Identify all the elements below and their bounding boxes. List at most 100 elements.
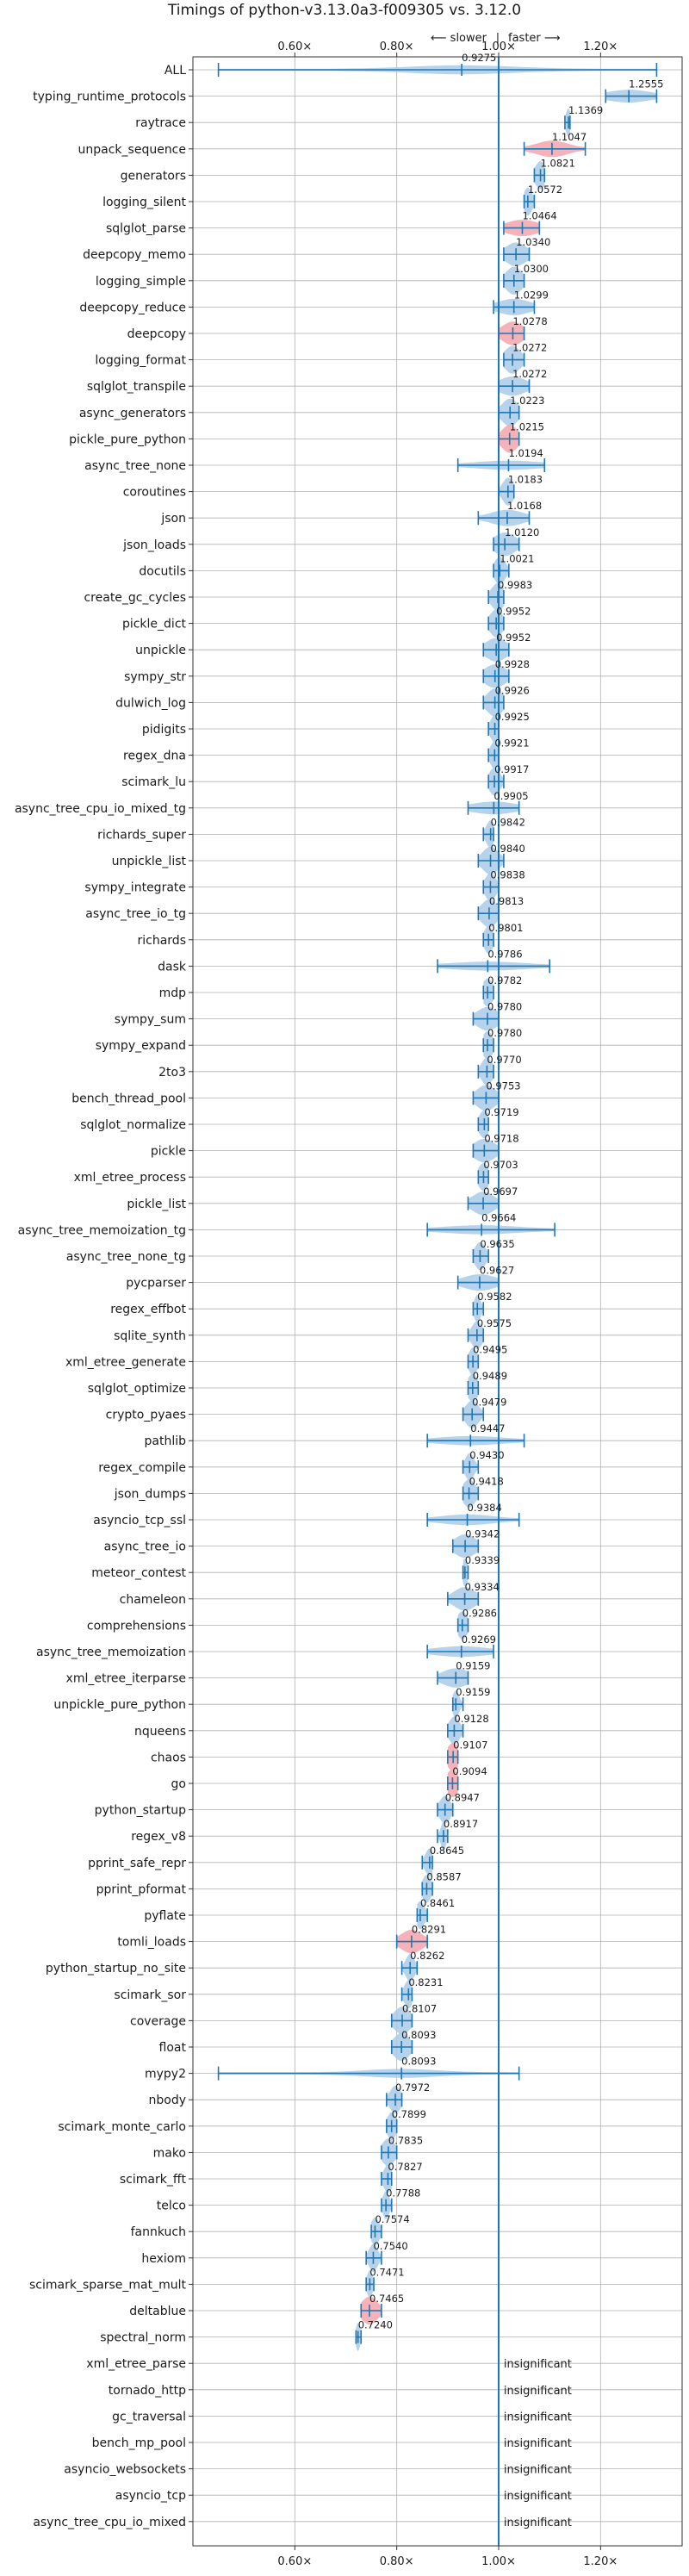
insignificant-label: insignificant: [504, 2385, 572, 2398]
value-label: 0.9917: [494, 763, 529, 775]
direction-faster-label: faster ⟶: [508, 32, 561, 45]
axis-layer: 0.60× 0.60× 0.80× 0.80× 1.00× 1.00× 1.20× 1.20×: [189, 40, 618, 2568]
value-label: 0.7972: [395, 2081, 430, 2094]
value-label: 0.9107: [453, 1739, 487, 1751]
benchmark-name-label: mdp: [159, 986, 187, 1000]
benchmark-name-label: richards_super: [97, 828, 186, 842]
benchmark-name-label: async_tree_none_tg: [66, 1250, 186, 1264]
mark-layer: [217, 57, 658, 2546]
value-label: 0.9952: [496, 632, 531, 644]
insignificant-label: insignificant: [504, 2490, 572, 2503]
value-label: 0.9627: [480, 1265, 514, 1277]
value-label: 1.0464: [522, 210, 556, 222]
value-label: 0.9664: [481, 1211, 516, 1223]
value-label: 0.9928: [495, 658, 530, 670]
benchmark-name-label: nqueens: [134, 1725, 186, 1739]
benchmark-name-label: sqlglot_normalize: [80, 1118, 186, 1132]
benchmark-name-label: coverage: [130, 2014, 186, 2028]
benchmark-name-label: docutils: [139, 564, 186, 578]
benchmark-name-label: richards: [138, 934, 187, 948]
value-label: 1.2555: [629, 78, 663, 90]
benchmark-name-label: mako: [153, 2146, 186, 2160]
benchmark-name-label: dask: [158, 960, 187, 974]
value-label: 0.9384: [468, 1502, 502, 1514]
benchmark-name-label: fannkuch: [131, 2225, 186, 2239]
benchmark-name-label: sqlglot_transpile: [87, 380, 186, 394]
value-label: 0.9786: [487, 948, 522, 960]
value-label: 0.9921: [494, 737, 529, 750]
value-label: 0.8093: [401, 2056, 436, 2068]
value-label: 0.9635: [480, 1238, 514, 1250]
value-label: 1.0168: [507, 500, 542, 512]
benchmark-name-label: regex_compile: [98, 1461, 186, 1475]
x-tick-label-top: 1.00×: [481, 40, 516, 53]
value-label: 0.9697: [483, 1185, 518, 1198]
benchmark-name-label: sympy_sum: [115, 1013, 186, 1027]
value-label: 0.8645: [430, 1845, 464, 1857]
benchmark-name-label: pickle_pure_python: [69, 432, 186, 446]
benchmark-name-label: telco: [157, 2200, 186, 2213]
x-tick-label-top: 0.80×: [380, 40, 414, 53]
value-label: 0.9447: [470, 1422, 505, 1434]
benchmark-name-label: unpickle_pure_python: [53, 1698, 186, 1712]
benchmark-name-label: xml_etree_generate: [65, 1355, 186, 1369]
value-label: 1.0120: [505, 526, 539, 538]
benchmark-name-label: asyncio_tcp: [115, 2489, 186, 2503]
value-label: 0.8093: [401, 2029, 436, 2041]
value-label: 1.0299: [514, 289, 549, 301]
insignificant-label: insignificant: [504, 2517, 572, 2529]
benchmark-name-label: unpickle: [135, 644, 186, 657]
benchmark-name-label: unpack_sequence: [78, 143, 186, 157]
value-label: 0.7574: [375, 2213, 409, 2225]
benchmark-name-label: sympy_expand: [96, 1039, 186, 1053]
value-label: 0.9495: [473, 1343, 507, 1355]
benchmark-name-label: scimark_lu: [121, 775, 186, 789]
value-label: 0.9479: [472, 1397, 506, 1409]
benchmark-name-label: unpickle_list: [112, 855, 187, 868]
benchmark-name-label: sqlite_synth: [114, 1329, 186, 1343]
benchmark-name-label: typing_runtime_protocols: [33, 90, 186, 104]
direction-slower-label: ⟵ slower: [431, 32, 487, 45]
value-label: 0.8262: [410, 1950, 444, 1962]
benchmark-name-label: float: [159, 2041, 187, 2055]
value-label: 1.1047: [552, 131, 587, 143]
value-label: 1.0300: [514, 263, 549, 275]
benchmark-name-label: meteor_contest: [91, 1566, 186, 1580]
x-tick-label-bottom: 1.00×: [481, 2555, 516, 2568]
value-label: 0.7835: [388, 2134, 423, 2146]
benchmark-name-label: pprint_safe_repr: [88, 1857, 186, 1870]
value-label: 0.9582: [477, 1291, 512, 1303]
benchmark-name-label: ALL: [164, 64, 186, 78]
value-label: 1.0278: [512, 315, 547, 327]
benchmark-name-label: scimark_monte_carlo: [58, 2120, 186, 2134]
value-label: 0.9094: [452, 1765, 487, 1777]
benchmark-name-label: deepcopy_reduce: [79, 301, 186, 314]
value-label: 0.8947: [445, 1792, 480, 1804]
benchmark-name-label: dulwich_log: [115, 696, 186, 710]
benchmark-name-label: python_startup: [95, 1804, 186, 1818]
benchmark-name-label: deepcopy_memo: [83, 248, 186, 262]
value-label: 0.9342: [465, 1528, 500, 1540]
benchmark-name-label: mypy2: [145, 2068, 186, 2081]
benchmark-name-label: sympy_integrate: [84, 881, 186, 895]
insignificant-label: insignificant: [504, 2411, 572, 2424]
value-label: 0.9905: [493, 790, 528, 802]
benchmark-name-label: go: [171, 1777, 186, 1791]
benchmark-name-label: bench_mp_pool: [92, 2436, 186, 2450]
x-tick-label-top: 0.60×: [277, 40, 312, 53]
value-label: 1.0572: [528, 184, 562, 196]
value-label: 1.0021: [500, 552, 534, 564]
value-label: 0.9770: [487, 1054, 521, 1066]
value-label: 1.0340: [516, 236, 550, 248]
benchmark-name-label: scimark_sparse_mat_mult: [29, 2278, 186, 2292]
benchmark-name-label: regex_v8: [131, 1830, 186, 1844]
benchmark-name-label: xml_etree_iterparse: [66, 1672, 186, 1686]
value-label: 0.9418: [469, 1475, 504, 1487]
benchmark-name-label: json_loads: [122, 538, 186, 552]
value-label: 0.8917: [444, 1818, 478, 1830]
value-label: 0.8231: [408, 1976, 443, 1988]
benchmark-name-label: crypto_pyaes: [106, 1409, 186, 1422]
benchmark-name-label: async_tree_io_tg: [85, 907, 186, 921]
benchmark-name-label: python_startup_no_site: [46, 1962, 186, 1976]
